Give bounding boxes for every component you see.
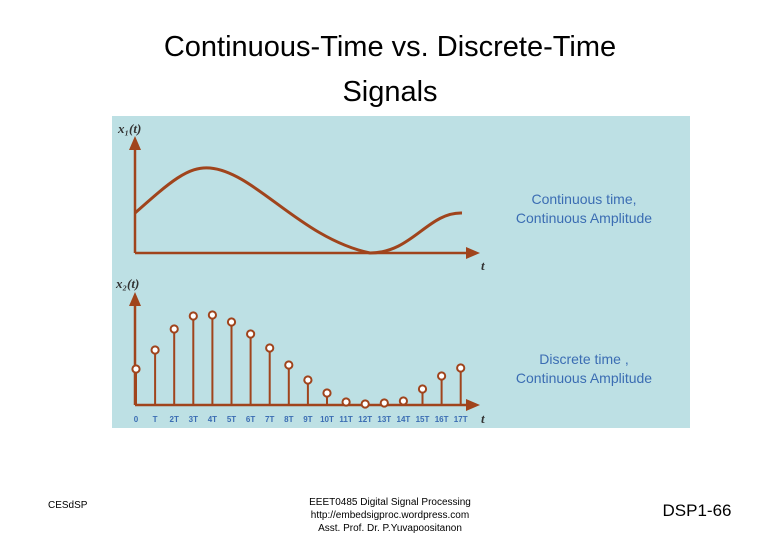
axis-label: x₁(t) xyxy=(117,121,141,136)
tick-label: T xyxy=(153,415,158,424)
stem-head xyxy=(360,399,370,409)
annotation: Continuous Amplitude xyxy=(516,370,652,386)
stem-head xyxy=(207,310,217,320)
tick-label: 9T xyxy=(303,415,312,424)
top-axes xyxy=(129,136,480,259)
tick-label: 16T xyxy=(435,415,449,424)
tick-label: 3T xyxy=(189,415,198,424)
title-line: Continuous-Time vs. Discrete-Time xyxy=(164,31,616,63)
stem-head xyxy=(379,398,389,408)
footer-center: EEET0485 Digital Signal Processing xyxy=(309,497,471,508)
stem-head xyxy=(188,311,198,321)
stem-head xyxy=(341,397,351,407)
stem-head xyxy=(150,345,160,355)
time-label: t xyxy=(481,411,485,426)
stem-plot: 0 T 2T 3T 4T 5T 6T 7T 8T 9T 10T 11T 12T 13T 14T 15T 16T 1… xyxy=(131,310,468,424)
stem-head xyxy=(284,360,294,370)
tick-label: 6T xyxy=(246,415,255,424)
tick-label: 15T xyxy=(416,415,430,424)
annotation: Continuous Amplitude xyxy=(516,210,652,226)
stem-head xyxy=(226,317,237,327)
axis-label: x₂(t) xyxy=(115,276,139,291)
tick-label: 13T xyxy=(377,415,391,424)
footer-right: DSP1-66 xyxy=(663,501,732,520)
stem-head xyxy=(417,384,428,394)
title-line: Signals xyxy=(342,76,437,108)
footer-center: Asst. Prof. Dr. P.Yuvapoositanon xyxy=(318,523,462,534)
tick-label: 7T xyxy=(265,415,274,424)
tick-label: 12T xyxy=(358,415,372,424)
tick-label: 5T xyxy=(227,415,236,424)
tick-label: 0 xyxy=(134,415,139,424)
stem-head xyxy=(456,363,466,373)
time-label: t xyxy=(481,258,485,273)
annotation: Continuous time, xyxy=(531,191,636,207)
stem-head xyxy=(265,343,275,353)
tick-label: 10T xyxy=(320,415,334,424)
annotation: Discrete time , xyxy=(539,351,628,367)
continuous-curve xyxy=(134,166,463,255)
stem-head xyxy=(169,324,179,334)
tick-label: 11T xyxy=(339,415,352,424)
footer-center: http://embedsigproc.wordpress.com xyxy=(311,510,469,521)
stem-head xyxy=(303,375,313,385)
tick-label: 4T xyxy=(208,415,217,424)
stem-head xyxy=(246,329,256,339)
tick-label: 8T xyxy=(284,415,293,424)
stem-head xyxy=(131,364,141,374)
footer-left: CESdSP xyxy=(48,500,88,511)
stem-head xyxy=(322,388,332,398)
tick-label: 14T xyxy=(397,415,411,424)
tick-label: 17T xyxy=(454,415,468,424)
stem-head xyxy=(437,371,447,381)
tick-label: 2T xyxy=(170,415,179,424)
stem-head xyxy=(398,396,408,406)
